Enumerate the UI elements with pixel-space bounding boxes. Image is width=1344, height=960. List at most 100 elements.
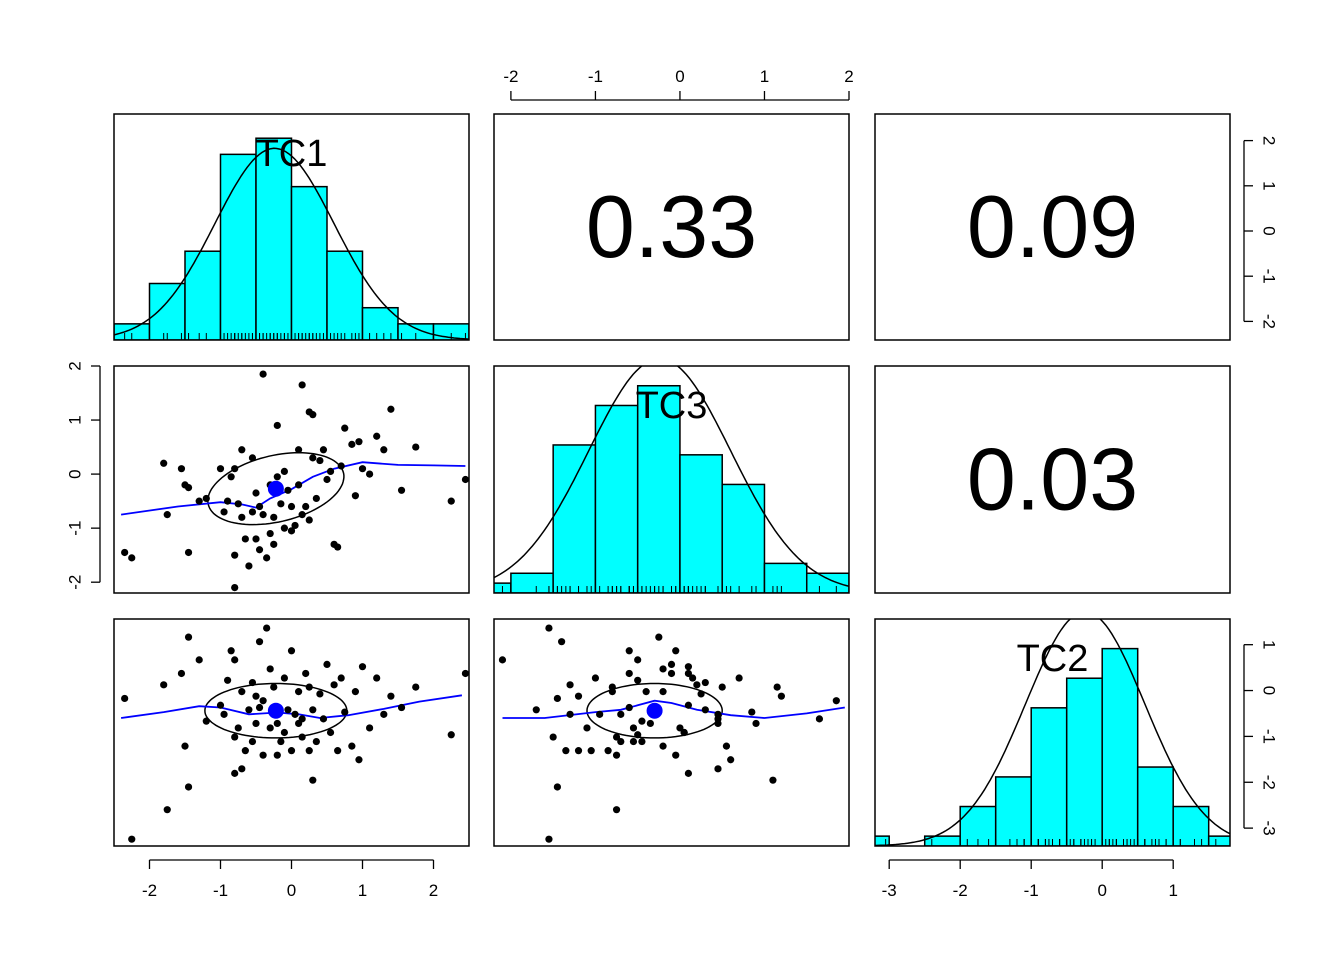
scatter-point bbox=[326, 467, 335, 475]
histogram-bar bbox=[1065, 677, 1103, 846]
panel-frame-tc1-tc2 bbox=[874, 113, 1231, 341]
scatter-point bbox=[295, 688, 303, 696]
tick-label: -3 bbox=[882, 881, 897, 900]
scatter-point bbox=[259, 511, 267, 519]
scatter-point bbox=[295, 446, 303, 454]
scatter-point bbox=[815, 715, 824, 723]
scatter-point bbox=[574, 747, 583, 755]
scatter-point bbox=[323, 475, 331, 484]
scatter-point bbox=[447, 497, 455, 505]
scatter-point bbox=[714, 765, 722, 773]
scatter-point bbox=[255, 546, 264, 554]
scatter-point bbox=[309, 454, 317, 462]
scatter-point bbox=[612, 751, 621, 759]
scatter-point bbox=[355, 756, 363, 764]
tick-label: -2 bbox=[953, 881, 968, 900]
scatter-point bbox=[252, 719, 260, 728]
scatter-point bbox=[735, 674, 743, 682]
scatter-point bbox=[545, 624, 553, 632]
scatter-point bbox=[270, 683, 278, 691]
scatter-point bbox=[245, 706, 253, 714]
right-axis-tc2: -3 -2 -1 0 1 bbox=[1243, 640, 1279, 836]
scatter-point bbox=[553, 694, 561, 703]
scatter-point bbox=[748, 708, 756, 716]
scatter-point bbox=[316, 456, 324, 465]
scatter-point bbox=[252, 692, 260, 700]
scatter-point bbox=[549, 733, 557, 741]
scatter-point bbox=[305, 683, 313, 691]
tick-label: -3 bbox=[1260, 821, 1279, 836]
scatter-point bbox=[277, 737, 285, 746]
scatter-point bbox=[128, 835, 136, 843]
scatter-point bbox=[684, 769, 693, 777]
tick-label: 1 bbox=[1260, 640, 1279, 649]
scatter-point bbox=[184, 484, 193, 492]
tick-label: -1 bbox=[1260, 729, 1279, 744]
scatter-point bbox=[273, 421, 281, 430]
scatter-point bbox=[326, 728, 335, 737]
scatter-point bbox=[566, 710, 574, 718]
scatter-point bbox=[298, 381, 306, 389]
scatter-point bbox=[238, 688, 246, 696]
scatter-point bbox=[337, 462, 345, 470]
scatter-point bbox=[718, 683, 726, 691]
tick-label: 2 bbox=[65, 361, 84, 370]
scatter-point bbox=[625, 647, 633, 655]
scatter-point bbox=[245, 562, 253, 570]
scatter-point bbox=[684, 663, 693, 671]
scatter-point bbox=[655, 633, 663, 641]
scatter-point bbox=[773, 683, 781, 691]
scatter-point bbox=[625, 669, 633, 678]
scatter-point bbox=[227, 473, 235, 481]
scatter-point bbox=[280, 674, 288, 682]
scatter-point bbox=[612, 733, 621, 741]
scatter-point bbox=[184, 548, 193, 557]
scatter-point bbox=[659, 688, 667, 696]
tick-label: -1 bbox=[588, 67, 603, 86]
scatter-point bbox=[351, 688, 359, 696]
scatter-point bbox=[667, 660, 676, 669]
scatter-point bbox=[291, 521, 299, 530]
tick-label: 0 bbox=[1260, 226, 1279, 235]
scatter-point bbox=[231, 583, 239, 592]
right-axis-tc1: -2 -1 0 1 2 bbox=[1243, 136, 1279, 329]
tick-label: -1 bbox=[1024, 881, 1039, 900]
scatter-point bbox=[259, 370, 267, 378]
scatter-point bbox=[672, 647, 680, 655]
scatter-point bbox=[128, 554, 136, 562]
histogram-bar bbox=[290, 185, 328, 340]
density-curve-tc2 bbox=[875, 619, 1230, 846]
tick-label: 0 bbox=[1260, 686, 1279, 695]
scatter-point bbox=[163, 806, 171, 814]
scatter-point bbox=[330, 681, 338, 689]
scatter-point bbox=[231, 769, 239, 777]
scatter-point bbox=[184, 633, 193, 641]
scatter-point bbox=[348, 440, 356, 448]
scatter-point bbox=[241, 535, 249, 543]
scatter-point bbox=[202, 717, 210, 725]
scatter-point-layer bbox=[121, 370, 840, 843]
scatter-point bbox=[752, 719, 760, 728]
tick-label: 1 bbox=[1168, 881, 1177, 900]
scatter-point bbox=[231, 551, 239, 559]
scatter-point bbox=[397, 703, 406, 712]
tick-label: -1 bbox=[213, 881, 228, 900]
histogram-bar bbox=[805, 572, 849, 593]
tick-label: -2 bbox=[1260, 314, 1279, 329]
tick-label: 0 bbox=[1097, 881, 1106, 900]
variable-label-tc1: TC1 bbox=[256, 133, 328, 175]
scatter-point bbox=[348, 742, 356, 750]
scatter-point bbox=[373, 432, 381, 440]
scatter-point bbox=[667, 669, 676, 678]
scatter-point bbox=[305, 747, 313, 755]
scatter-point bbox=[727, 756, 735, 764]
histogram-bar bbox=[552, 444, 597, 593]
histogram-bar bbox=[148, 282, 186, 340]
histogram-tc2 bbox=[875, 647, 1230, 846]
scatter-point bbox=[181, 742, 189, 750]
correlation-value-tc3-tc2: 0.03 bbox=[967, 430, 1138, 529]
scatter-point bbox=[273, 473, 281, 481]
correlation-ellipse bbox=[207, 451, 345, 526]
scatter-point bbox=[634, 731, 642, 739]
